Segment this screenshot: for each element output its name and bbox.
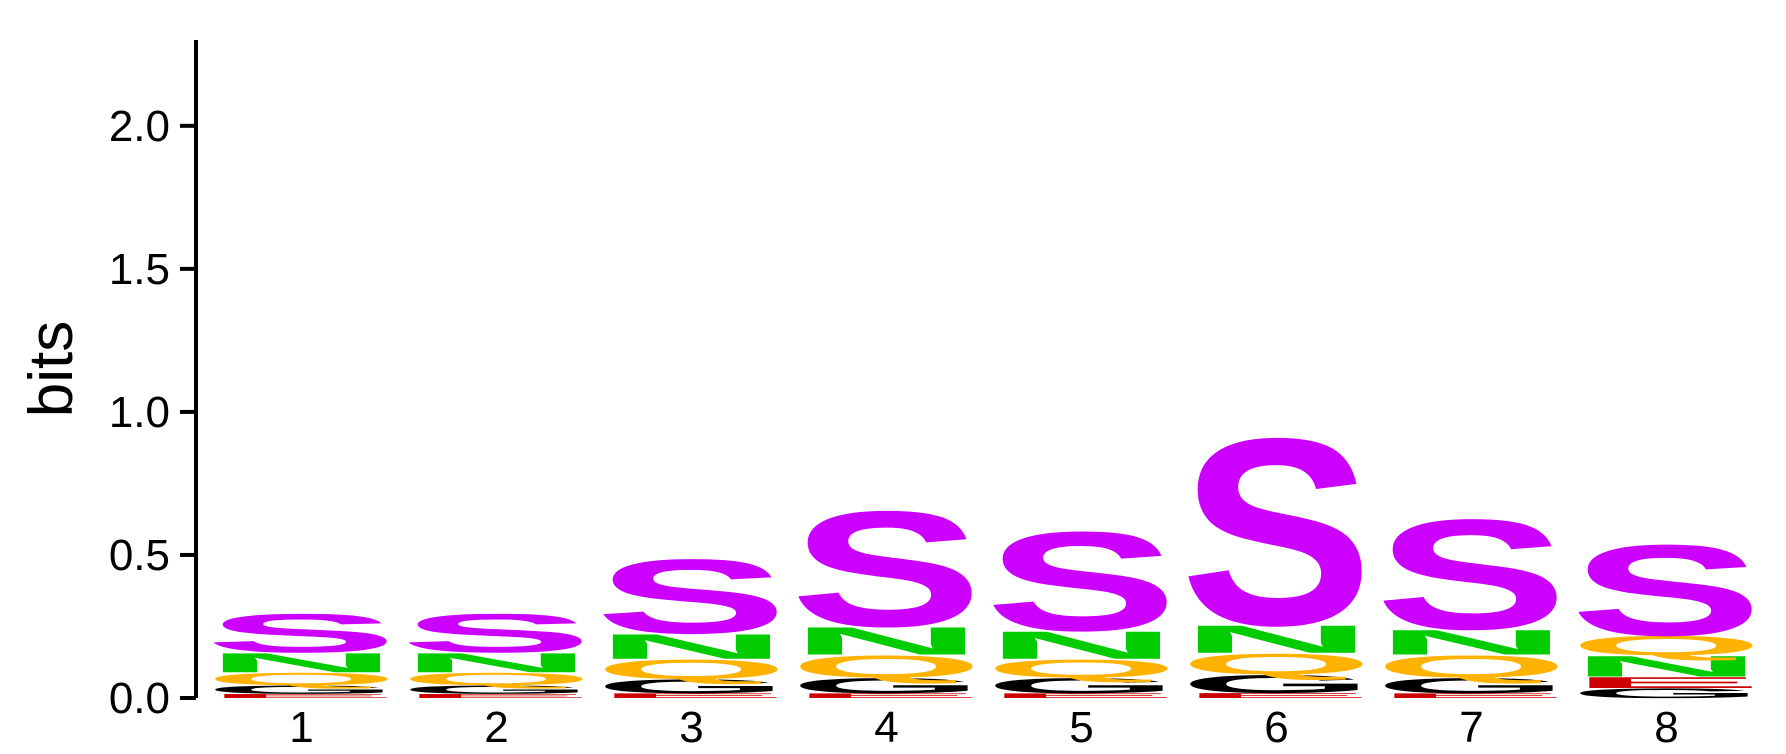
x-tick-label: 5 <box>1069 703 1093 752</box>
logo-letter-G: G <box>1180 670 1373 698</box>
logo-letter-N: N <box>400 648 593 679</box>
logo-letter-Q: Q <box>400 669 593 689</box>
logo-letter-E: E <box>1180 692 1373 700</box>
logo-letter-N: N <box>985 623 1178 667</box>
logo-letter-E: E <box>1375 692 1568 699</box>
logo-letter-S: S <box>400 603 593 664</box>
x-tick-label: 2 <box>484 703 508 752</box>
logo-letter-G: G <box>205 683 398 696</box>
logo-letter-N: N <box>1570 650 1763 683</box>
x-tick-label: 3 <box>679 703 703 752</box>
y-axis-title: bits <box>17 321 86 417</box>
logo-letter-N: N <box>790 619 983 663</box>
logo-letter-N: N <box>205 648 398 679</box>
logo-letter-Q: Q <box>790 649 983 684</box>
logo-letter-G: G <box>1375 674 1568 698</box>
logo-letter-Q: Q <box>595 654 788 685</box>
logo-letter-S: S <box>205 603 398 664</box>
x-tick-label: 4 <box>874 703 898 752</box>
logo-letter-N: N <box>1375 623 1568 662</box>
y-tick-label: 1.0 <box>109 388 170 437</box>
x-ticks: 1 2 3 4 5 6 7 8 <box>289 703 1678 752</box>
logo-letter-E: E <box>595 692 788 699</box>
logo-letter-Q: Q <box>1180 648 1373 681</box>
y-tick-label: 2.0 <box>109 102 170 151</box>
y-tick-label: 1.5 <box>109 245 170 294</box>
logo-letter-E: E <box>205 693 398 700</box>
logo-letter-Q: Q <box>985 654 1178 682</box>
x-tick-label: 8 <box>1654 703 1678 752</box>
logo-letter-G: G <box>400 683 593 696</box>
logo-letter-G: G <box>790 674 983 698</box>
logo-letter-S: S <box>595 538 788 656</box>
logo-letter-G: G <box>1570 686 1763 701</box>
logo-letter-Q: Q <box>1570 630 1763 661</box>
logo-letter-S: S <box>985 503 1178 661</box>
y-tick-label: 0.0 <box>109 674 170 723</box>
logo-letter-G: G <box>985 674 1178 698</box>
x-tick-label: 7 <box>1459 703 1483 752</box>
logo-letter-Q: Q <box>1375 649 1568 684</box>
x-tick-label: 1 <box>289 703 313 752</box>
logo-letter-S: S <box>790 477 983 661</box>
logo-letter-G: G <box>595 676 788 698</box>
logo-letter-S: S <box>1570 518 1763 663</box>
logo-letter-E: E <box>790 692 983 699</box>
logo-letter-S: S <box>1375 487 1568 662</box>
y-tick-label: 0.5 <box>109 531 170 580</box>
logo-letter-N: N <box>595 627 788 666</box>
logo-letter-E: E <box>400 693 593 700</box>
logo-letter-Q: Q <box>205 669 398 689</box>
logo-letter-E: E <box>1570 674 1763 691</box>
logo-letter-N: N <box>1180 617 1373 661</box>
logo-letter-E: E <box>985 692 1178 699</box>
y-ticks: 0.0 0.5 1.0 1.5 2.0 <box>109 102 196 723</box>
logo-letter-S: S <box>1180 383 1373 681</box>
x-tick-label: 6 <box>1264 703 1288 752</box>
